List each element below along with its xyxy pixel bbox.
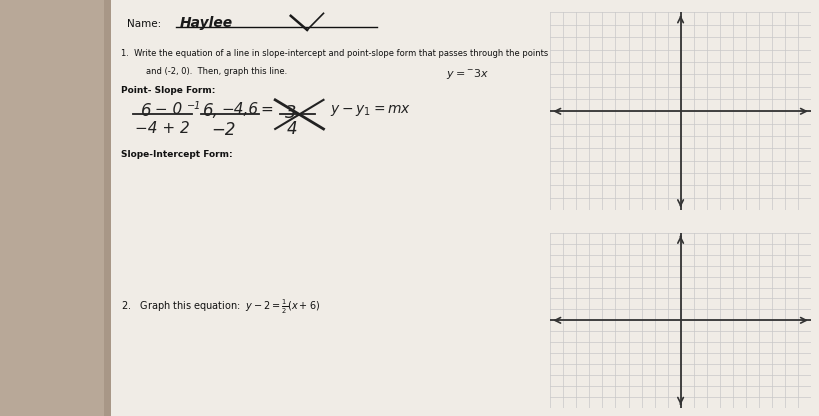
Text: and (-2, 0).  Then, graph this line.: and (-2, 0). Then, graph this line. [146, 67, 287, 77]
Text: Point- Slope Form:: Point- Slope Form: [121, 86, 215, 95]
Bar [111, 0, 819, 416]
Text: Name:: Name: [127, 19, 161, 29]
Text: =: = [260, 102, 274, 117]
Text: 2.   Graph this equation:  $y - 2 = \frac{1}{2}(x + 6)$: 2. Graph this equation: $y - 2 = \frac{1… [121, 297, 320, 316]
Text: 4: 4 [287, 120, 297, 138]
Text: −4 + 2: −4 + 2 [135, 121, 190, 136]
Text: 3: 3 [285, 104, 296, 122]
Text: −1: −1 [187, 101, 201, 111]
Text: −2: −2 [211, 121, 236, 139]
Text: $y = {^{-}3x}$: $y = {^{-}3x}$ [446, 67, 490, 81]
Bar [104, 0, 114, 416]
Text: $y - y_1 = mx$: $y - y_1 = mx$ [330, 103, 411, 118]
Text: 6: 6 [141, 102, 152, 120]
Text: − 0: − 0 [150, 102, 182, 117]
Text: Haylee: Haylee [180, 16, 233, 30]
Text: Slope-Intercept Form:: Slope-Intercept Form: [121, 150, 233, 159]
Text: 1.  Write the equation of a line in slope-intercept and point-slope form that pa: 1. Write the equation of a line in slope… [121, 49, 577, 58]
Text: −4,6: −4,6 [221, 102, 258, 117]
Text: 6,: 6, [203, 102, 219, 120]
